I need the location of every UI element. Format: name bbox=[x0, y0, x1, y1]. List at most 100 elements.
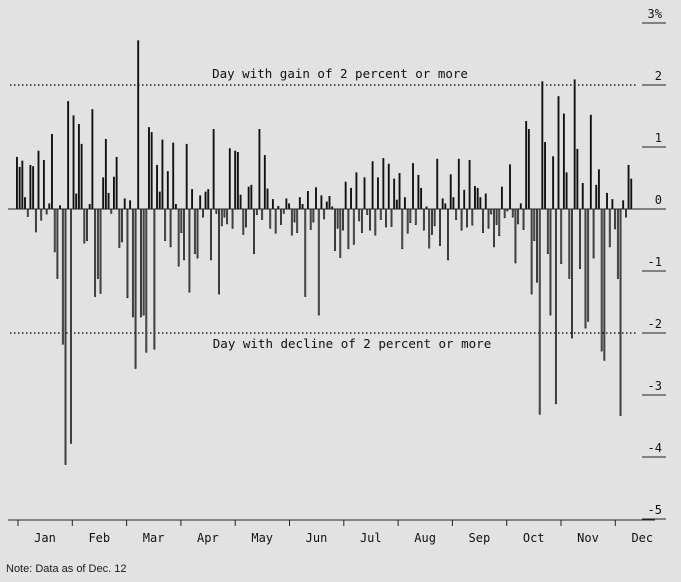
bar-decline bbox=[61, 208, 64, 345]
bar-decline bbox=[245, 208, 247, 228]
bar-decline bbox=[471, 208, 474, 226]
bar-decline bbox=[169, 208, 172, 248]
bar-decline bbox=[530, 208, 533, 295]
bar-decline bbox=[142, 208, 145, 316]
bar-gain bbox=[525, 120, 528, 209]
bar-decline bbox=[180, 208, 183, 233]
bar-gain bbox=[166, 171, 169, 209]
bar-gain bbox=[474, 186, 476, 209]
bar-decline bbox=[428, 208, 431, 249]
bar-decline bbox=[492, 208, 495, 248]
bar-decline bbox=[274, 208, 277, 234]
bar-gain bbox=[298, 197, 301, 209]
bar-decline bbox=[188, 208, 191, 293]
bar-decline bbox=[490, 208, 493, 215]
bar-decline bbox=[323, 208, 326, 220]
bar-gain bbox=[234, 150, 237, 209]
bar-decline bbox=[369, 208, 371, 231]
bar-gain bbox=[320, 195, 323, 209]
bar-gain bbox=[449, 174, 452, 209]
bar-gain bbox=[425, 206, 428, 209]
bar-gain bbox=[484, 193, 487, 209]
reference-label-bg bbox=[206, 67, 474, 82]
bar-gain bbox=[552, 156, 555, 209]
bar-gain bbox=[350, 187, 352, 209]
bar-decline bbox=[26, 208, 29, 217]
bar-gain bbox=[77, 124, 80, 209]
y-tick-label: 3% bbox=[648, 7, 663, 21]
bar-gain bbox=[436, 158, 439, 209]
bar-decline bbox=[293, 208, 296, 223]
bar-decline bbox=[554, 208, 557, 405]
bar-decline bbox=[487, 208, 490, 229]
bar-gain bbox=[395, 199, 398, 209]
y-tick-label: -5 bbox=[648, 503, 662, 517]
bar-decline bbox=[511, 208, 514, 218]
y-tick-label: -2 bbox=[648, 317, 662, 331]
bar-decline bbox=[40, 208, 43, 221]
bar-decline bbox=[134, 208, 137, 369]
bar-gain bbox=[315, 187, 317, 209]
bar-decline bbox=[409, 208, 412, 224]
bar-decline bbox=[374, 208, 377, 236]
x-tick-label: Feb bbox=[88, 531, 110, 545]
y-tick-label: 0 bbox=[655, 193, 662, 207]
bar-gain bbox=[541, 81, 544, 209]
bar-decline bbox=[422, 208, 425, 231]
bar-gain bbox=[328, 195, 331, 209]
x-tick-label: May bbox=[251, 531, 273, 545]
bar-decline bbox=[342, 208, 344, 231]
bar-decline bbox=[466, 208, 468, 228]
bar-decline bbox=[401, 208, 404, 250]
bar-gain bbox=[250, 184, 253, 209]
bar-decline bbox=[290, 208, 293, 236]
bar-gain bbox=[207, 189, 210, 209]
bar-decline bbox=[503, 208, 506, 219]
bar-decline bbox=[522, 208, 525, 230]
bar-gain bbox=[158, 191, 161, 209]
reference-label-bg bbox=[207, 337, 497, 352]
x-tick-label: Jul bbox=[360, 531, 382, 545]
bar-gain bbox=[148, 127, 150, 209]
bar-gain bbox=[589, 114, 592, 209]
bar-decline bbox=[455, 208, 458, 220]
bar-gain bbox=[606, 192, 608, 209]
bar-gain bbox=[325, 201, 328, 209]
bar-decline bbox=[579, 208, 582, 269]
bar-decline bbox=[53, 208, 56, 253]
bar-gain bbox=[88, 204, 91, 209]
bar-gain bbox=[247, 186, 250, 209]
bar-decline bbox=[385, 208, 388, 228]
bar-decline bbox=[226, 208, 229, 225]
bar-gain bbox=[115, 156, 118, 209]
bar-decline bbox=[560, 208, 563, 264]
x-tick-label: Oct bbox=[523, 531, 545, 545]
bar-decline bbox=[495, 208, 498, 225]
bar-decline bbox=[255, 208, 258, 215]
bar-decline bbox=[498, 208, 501, 237]
bar-decline bbox=[414, 208, 417, 225]
bar-gain bbox=[557, 96, 560, 209]
bar-decline bbox=[309, 208, 312, 230]
bar-gain bbox=[16, 156, 18, 209]
bar-decline bbox=[164, 208, 167, 242]
bar-decline bbox=[110, 208, 113, 214]
bar-decline bbox=[202, 208, 204, 218]
bar-gain bbox=[393, 178, 396, 209]
bar-gain bbox=[107, 192, 110, 209]
bar-gain bbox=[236, 151, 239, 209]
bar-gain bbox=[263, 155, 266, 209]
bar-gain bbox=[37, 150, 40, 209]
x-tick-label: Jun bbox=[306, 531, 328, 545]
bar-decline bbox=[261, 208, 264, 220]
x-tick-label: Apr bbox=[197, 531, 219, 545]
bar-decline bbox=[571, 208, 573, 339]
bar-gain bbox=[630, 178, 633, 209]
bar-gain bbox=[72, 115, 75, 209]
bar-decline bbox=[433, 208, 436, 227]
bar-gain bbox=[102, 177, 105, 209]
bar-gain bbox=[581, 182, 584, 209]
bar-decline bbox=[56, 208, 59, 279]
